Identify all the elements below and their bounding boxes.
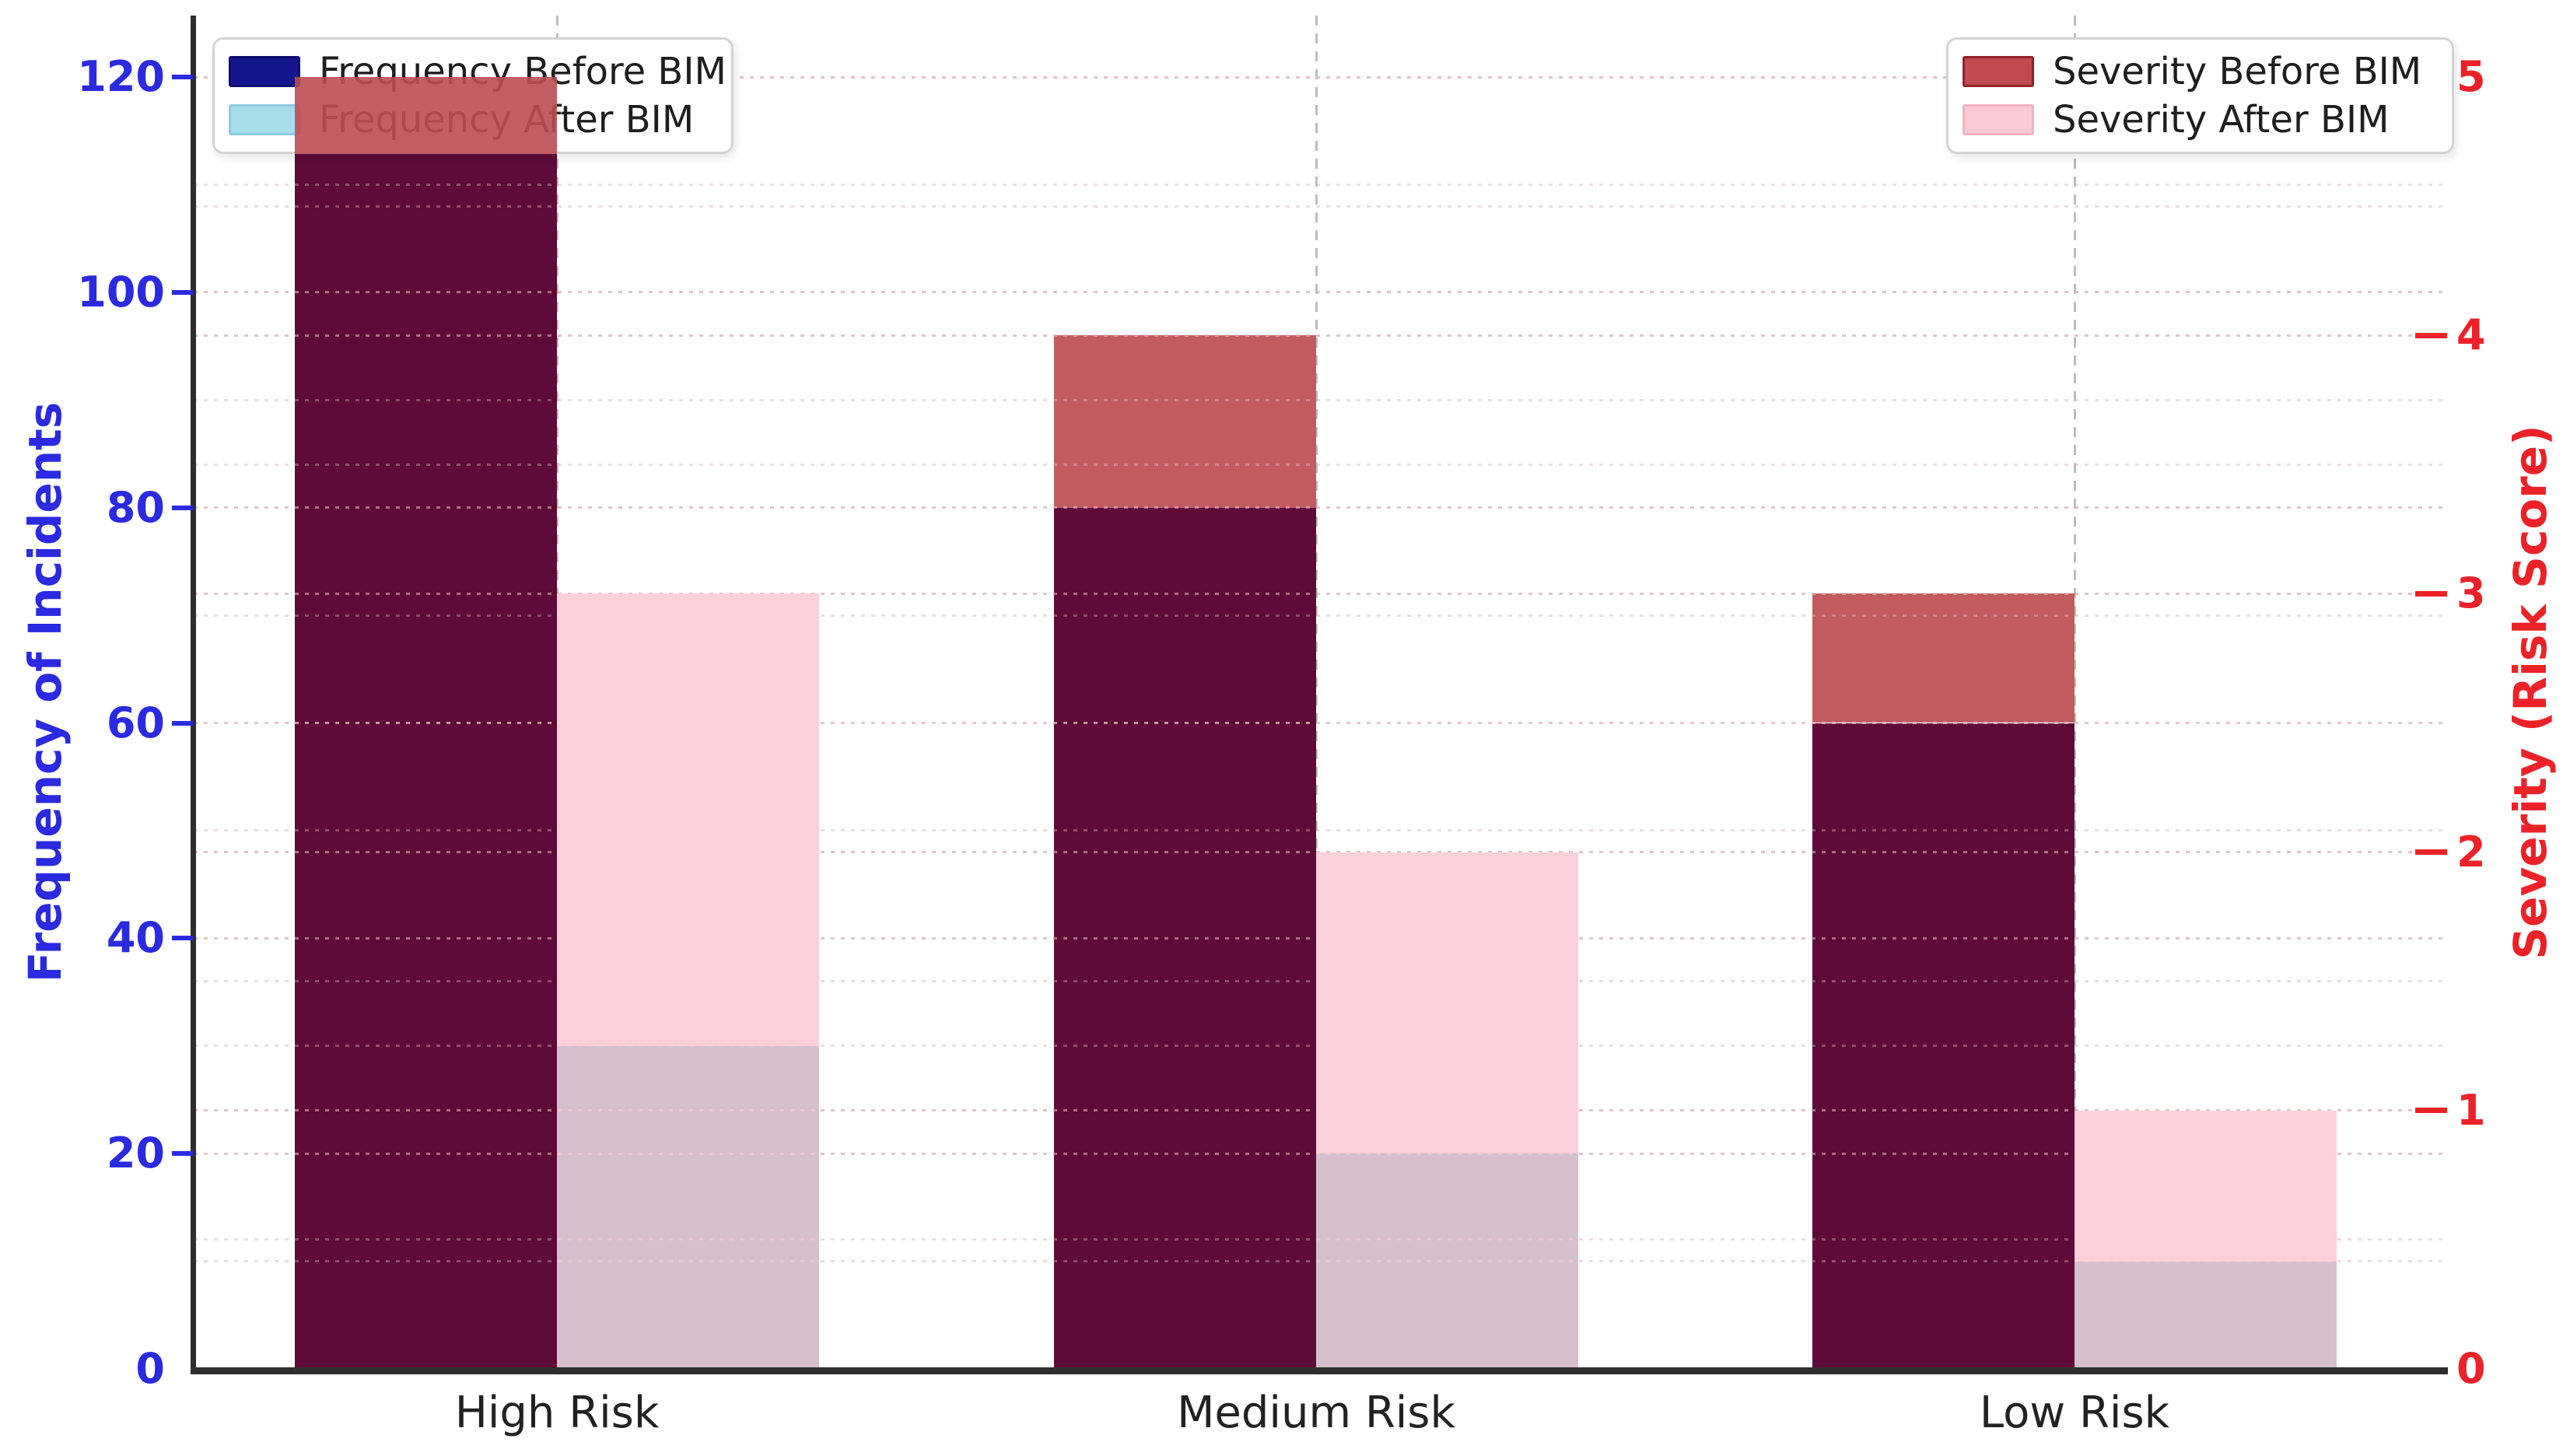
- legend-label: Severity Before BIM: [2053, 50, 2422, 93]
- h-gridline-minor: [194, 1260, 2448, 1263]
- y-tick-mark-left-icon: [172, 1151, 193, 1157]
- h-gridline-minor: [194, 398, 2448, 401]
- y-tick-mark-left-icon: [172, 936, 193, 941]
- y-tick-mark-left-icon: [172, 720, 193, 726]
- severity-bar-over-legend-tint: [295, 77, 557, 154]
- h-gridline-minor: [194, 614, 2448, 617]
- legend-entry-severity-after: Severity After BIM: [1963, 98, 2438, 142]
- y-tick-mark-right-icon: [2415, 849, 2447, 856]
- y-tick-mark-right-icon: [2415, 1108, 2447, 1114]
- h-gridline: [194, 592, 2448, 595]
- h-gridline-minor: [194, 205, 2448, 208]
- h-gridline: [194, 936, 2448, 940]
- v-gridline: [2073, 16, 2076, 1369]
- h-gridline-minor: [194, 614, 2448, 617]
- y-tick-label-right: 0: [2456, 1344, 2486, 1393]
- frequency-after-swatch-icon: [229, 104, 300, 135]
- bar-after-overlap-2: [2075, 1261, 2337, 1369]
- y-tick-mark-left-icon: [172, 505, 193, 510]
- x-tick-label: High Risk: [454, 1388, 660, 1438]
- y-tick-label-right: 3: [2456, 569, 2486, 618]
- h-gridline-minor: [194, 829, 2448, 832]
- h-gridline-minor: [194, 183, 2448, 186]
- h-gridline: [194, 334, 2448, 337]
- y-tick-label-left: 0: [135, 1344, 165, 1393]
- frequency-before-swatch-icon: [229, 56, 300, 87]
- h-gridline-minor: [194, 463, 2448, 466]
- y-tick-label-right: 1: [2456, 1085, 2486, 1135]
- h-gridline-minor: [194, 183, 2448, 186]
- bar-after-overlap-0: [557, 1045, 819, 1369]
- y-tick-mark-left-icon: [172, 75, 193, 79]
- h-gridline-minor: [194, 980, 2448, 983]
- y-tick-label-left: 100: [77, 267, 165, 317]
- severity-before-swatch-icon: [1963, 56, 2034, 87]
- legend-label: Severity After BIM: [2053, 98, 2390, 142]
- y-tick-label-left: 120: [77, 52, 165, 101]
- bar-severity-after-2: [2075, 1110, 2337, 1262]
- y-tick-label-left: 20: [106, 1129, 165, 1178]
- y-tick-label-left: 60: [106, 698, 165, 747]
- h-gridline-minor: [194, 829, 2448, 832]
- x-axis-spine: [191, 1367, 2448, 1374]
- legend-entry-severity-before: Severity Before BIM: [1963, 50, 2438, 93]
- bar-after-overlap-1: [1316, 1153, 1578, 1369]
- bar-severity-cap-2: [1812, 593, 2075, 723]
- bar-before-overlap-2: [1812, 723, 2075, 1369]
- bar-severity-cap-1: [1054, 335, 1316, 508]
- y-tick-mark-right-icon: [2415, 332, 2447, 338]
- h-gridline: [194, 851, 2448, 854]
- h-gridline-minor: [194, 722, 2448, 724]
- h-gridline: [194, 506, 2448, 509]
- y-tick-label-right: 2: [2456, 827, 2486, 877]
- h-gridline-minor: [194, 398, 2448, 401]
- y-tick-label-right: 4: [2456, 310, 2486, 360]
- y-axis-spine: [191, 16, 196, 1374]
- v-gridline: [1315, 16, 1318, 1369]
- y-tick-mark-left-icon: [172, 289, 193, 295]
- h-gridline-minor: [194, 205, 2448, 208]
- y-tick-mark-right-icon: [2415, 590, 2447, 597]
- bar-severity-after-0: [557, 593, 819, 1046]
- h-gridline-minor: [194, 463, 2448, 466]
- legend-severity: Severity Before BIM Severity After BIM: [1946, 37, 2454, 154]
- bar-severity-after-1: [1316, 852, 1578, 1154]
- h-gridline: [194, 75, 2448, 79]
- right-axis-title: Severity (Risk Score): [2504, 425, 2557, 960]
- h-gridline: [194, 722, 2448, 724]
- h-gridline: [194, 1152, 2448, 1155]
- h-gridline: [194, 291, 2448, 294]
- y-tick-label-left: 40: [106, 913, 165, 963]
- h-gridline-minor: [194, 1045, 2448, 1048]
- left-axis-title: Frequency of Incidents: [19, 401, 72, 983]
- x-tick-label: Medium Risk: [1177, 1388, 1455, 1438]
- h-gridline: [194, 1109, 2448, 1112]
- severity-after-swatch-icon: [1963, 104, 2034, 135]
- y-tick-label-right: 5: [2456, 52, 2486, 101]
- x-tick-label: Low Risk: [1979, 1388, 2170, 1438]
- y-tick-label-left: 80: [106, 482, 165, 532]
- h-gridline-minor: [194, 1238, 2448, 1241]
